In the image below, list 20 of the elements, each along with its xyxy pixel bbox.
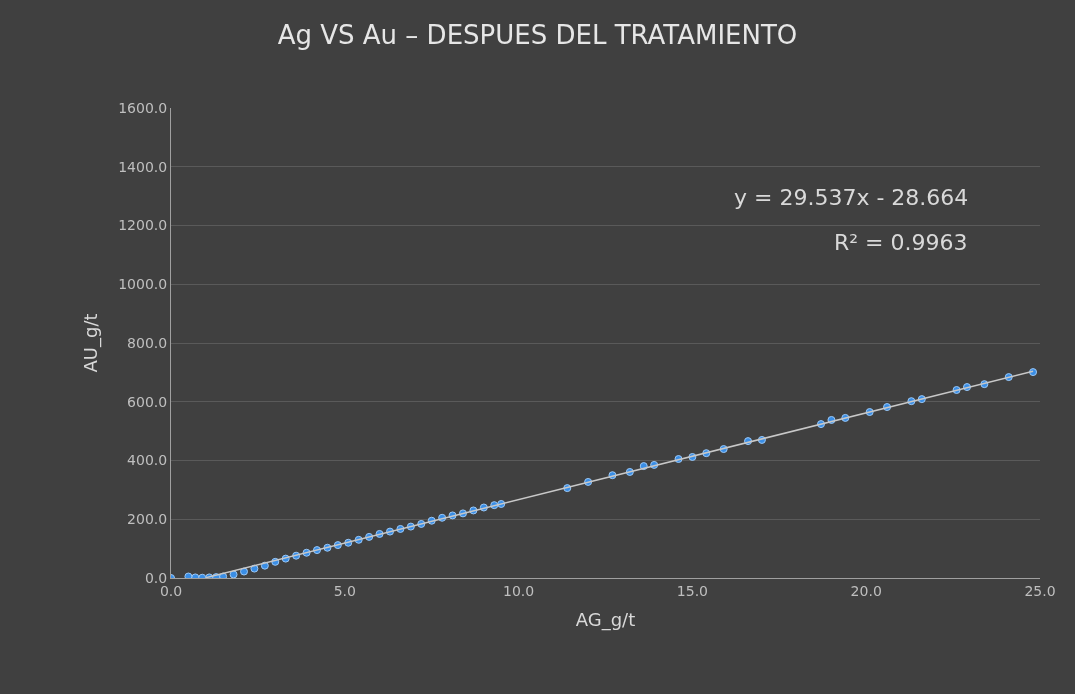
annotation: R² = 0.9963	[834, 230, 968, 255]
y-axis-title: AU_g/t	[80, 313, 103, 373]
y-tick-label: 1600.0	[118, 99, 168, 116]
x-tick-label: 20.0	[850, 582, 882, 599]
y-tick-label: 800.0	[127, 334, 168, 351]
x-tick-label: 5.0	[333, 582, 356, 599]
y-tick-label: 200.0	[127, 511, 168, 528]
x-axis-title: AG_g/t	[575, 608, 636, 631]
y-tick-label: 1000.0	[118, 276, 168, 293]
chart-title: Ag VS Au – DESPUES DEL TRATAMIENTO	[277, 19, 798, 50]
annotation: y = 29.537x - 28.664	[734, 185, 969, 210]
x-tick-label: 15.0	[676, 582, 708, 599]
point	[240, 567, 248, 576]
point	[229, 570, 238, 578]
x-tick-label: 25.0	[1024, 582, 1056, 599]
y-tick-label: 600.0	[127, 393, 168, 410]
x-tick-label: 10.0	[503, 582, 535, 599]
y-tick-label: 1400.0	[118, 158, 168, 175]
y-tick-label: 400.0	[127, 452, 168, 469]
y-tick-label: 1200.0	[118, 217, 168, 234]
